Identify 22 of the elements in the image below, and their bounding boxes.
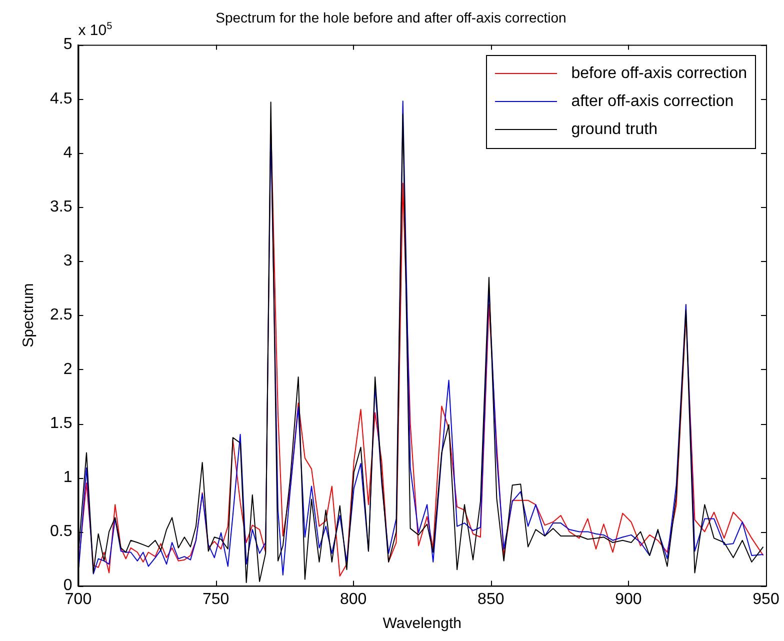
x-tick-label: 900 [615, 590, 642, 608]
legend-label: after off-axis correction [571, 92, 734, 111]
y-axis-title: Spectrum [20, 283, 38, 348]
y-tick-label: 3.5 [50, 198, 72, 216]
x-tick-label: 800 [340, 590, 367, 608]
y-tick-label: 4 [63, 144, 72, 162]
y-tick-label: 4.5 [50, 90, 72, 108]
legend-label: before off-axis correction [571, 64, 747, 83]
x-tick-label: 950 [752, 590, 780, 608]
y-tick-label: 2.5 [50, 306, 72, 324]
y-tick-label: 1.5 [50, 414, 72, 432]
text: x 10$^{5}$ [78, 20, 112, 39]
x-axis-title: Wavelength [382, 615, 462, 632]
legend-label: ground truth [571, 120, 658, 139]
chart-title: Spectrum for the hole before and after off-axis correction [216, 9, 566, 26]
x-tick-label: 750 [202, 590, 230, 608]
x-tick-label: 850 [478, 590, 504, 608]
y-tick-label: 2 [63, 360, 72, 378]
y-tick-label: 0.5 [50, 523, 72, 540]
y-tick-label: 3 [63, 252, 72, 270]
y-tick-label: 5 [63, 36, 72, 54]
y-tick-label: 1 [63, 469, 72, 486]
